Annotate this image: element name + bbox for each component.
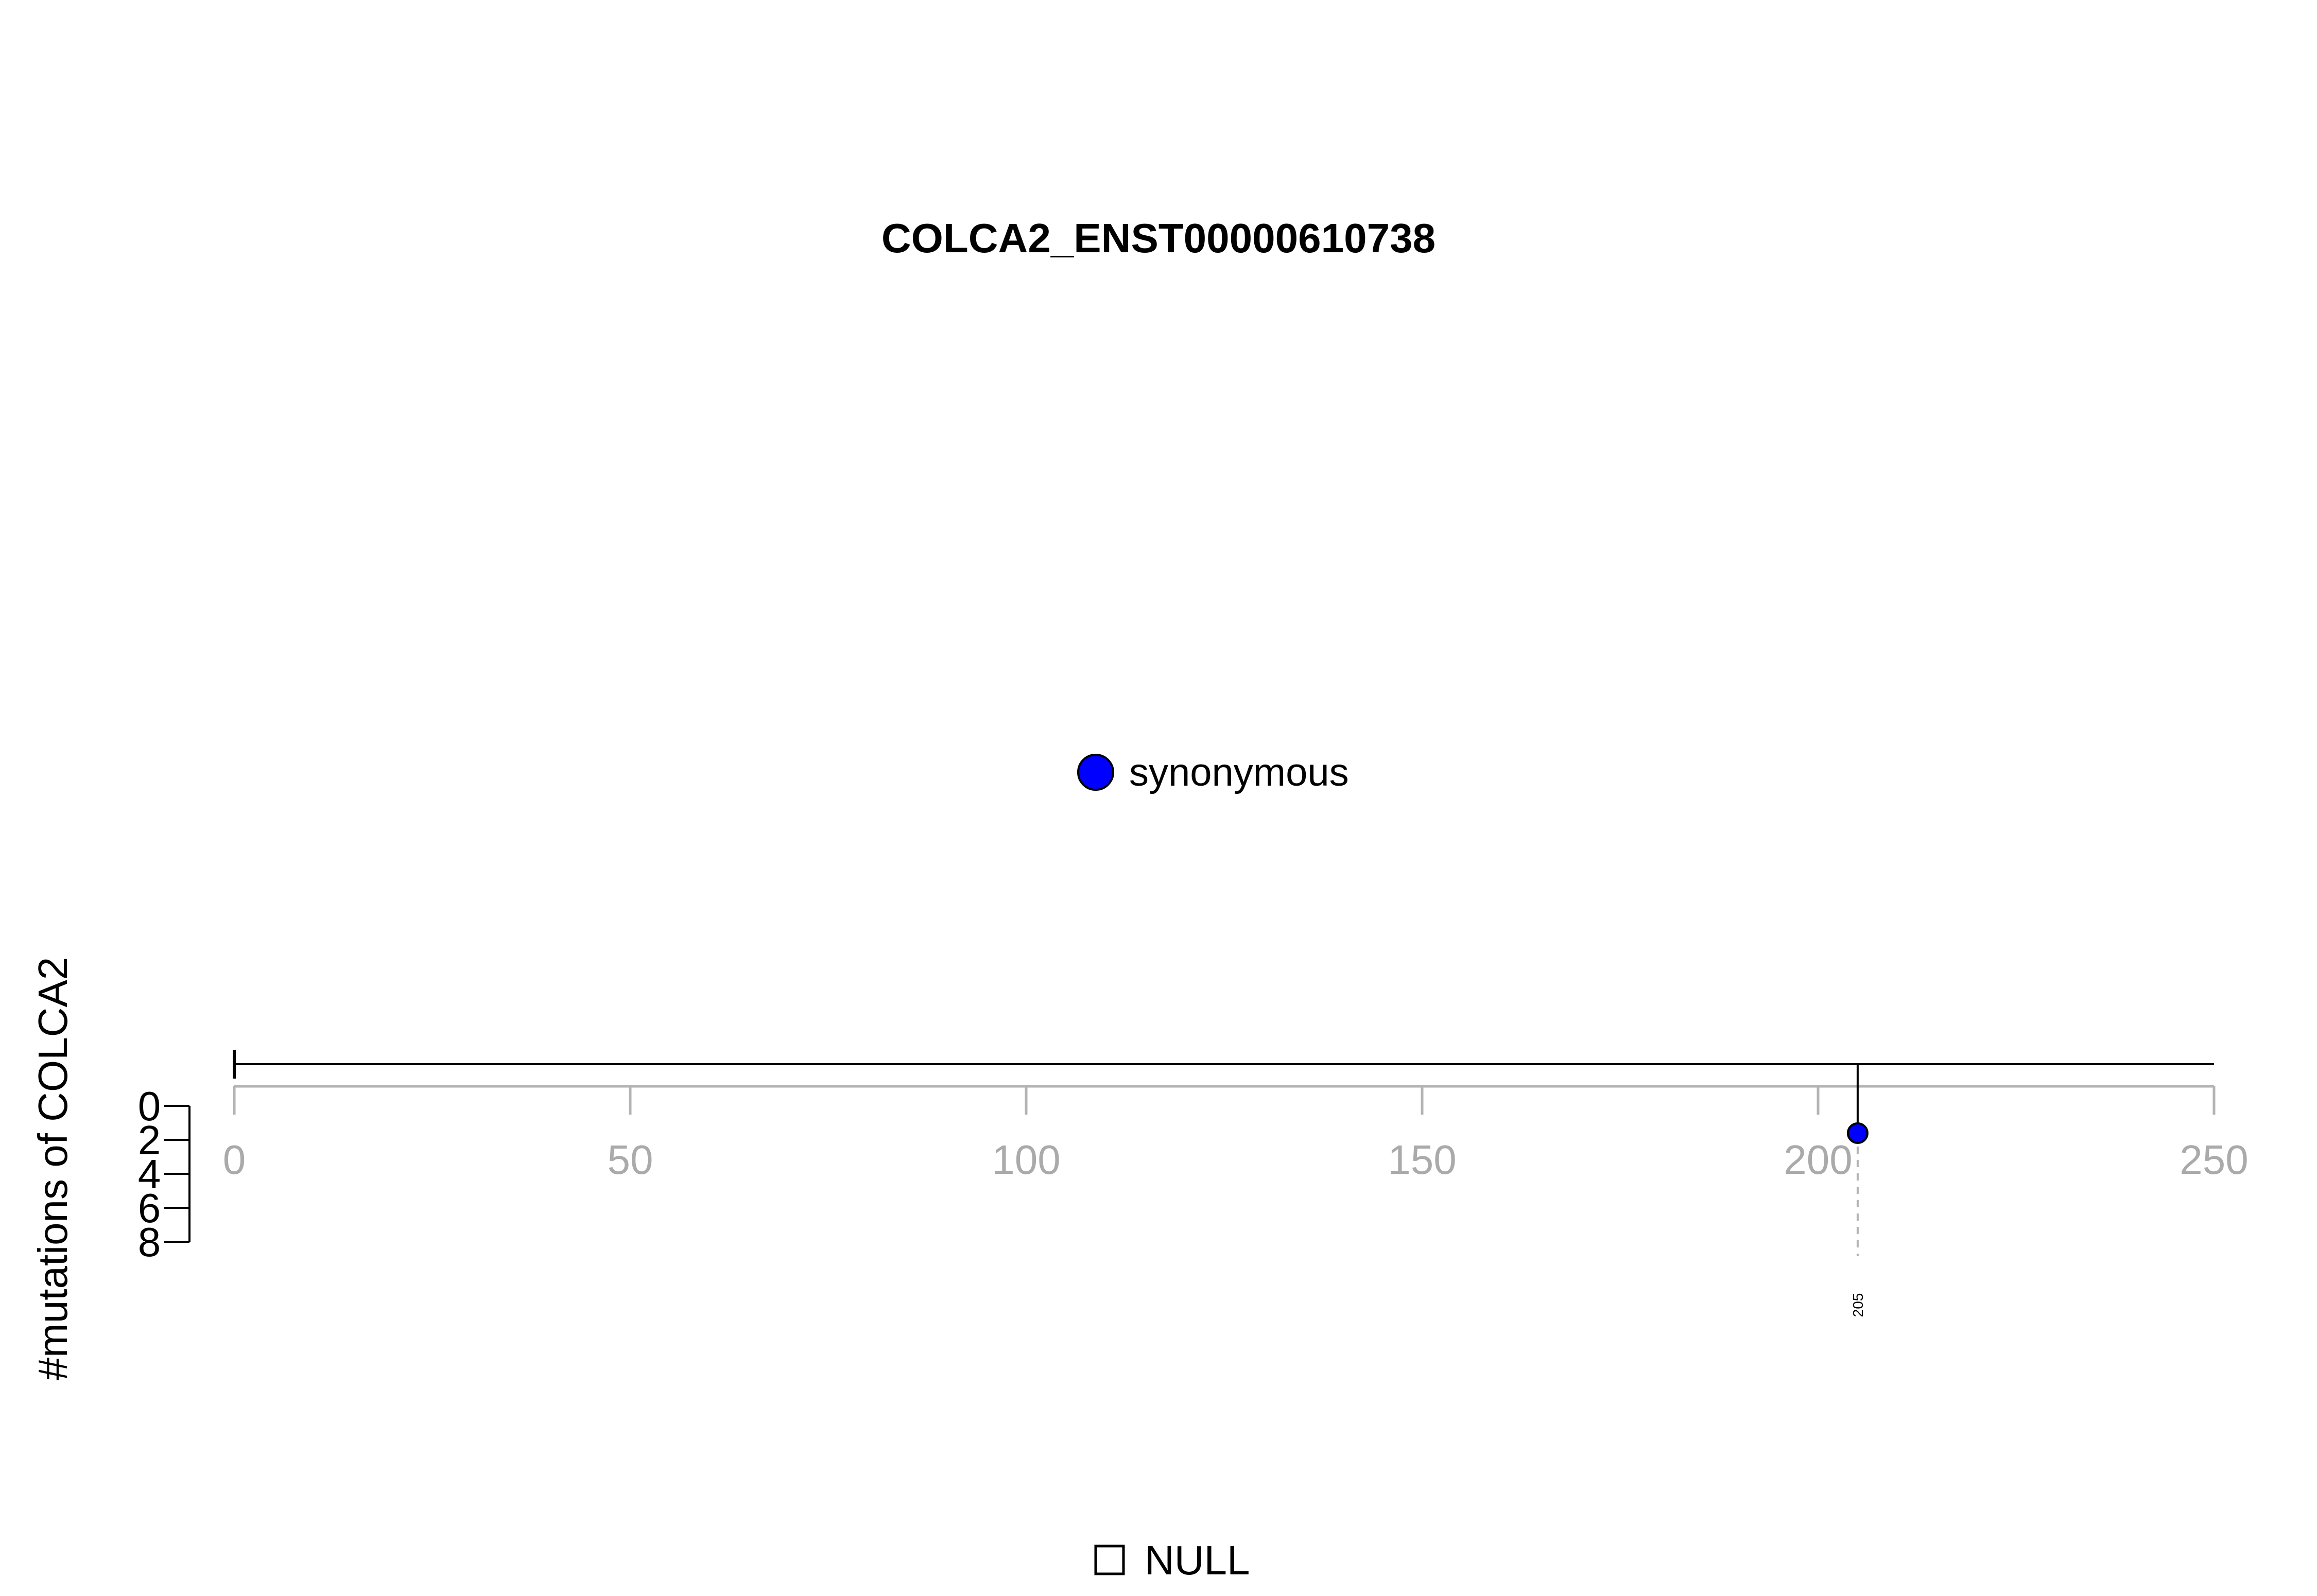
x-tick-label-50: 50 — [608, 1137, 653, 1183]
x-axis: 0 50 100 150 200 250 — [223, 1085, 2249, 1183]
mutation-lollipops: 205 — [1846, 1064, 1869, 1317]
protein-backbone — [233, 1050, 2214, 1079]
legend-label-synonymous: synonymous — [1129, 751, 1349, 794]
chart-title: COLCA2_ENST00000610738 — [881, 215, 1436, 261]
x-tick-label-0: 0 — [223, 1137, 246, 1183]
y-tick-label-4: 4 — [138, 1151, 161, 1197]
x-tick-label-100: 100 — [992, 1137, 1060, 1183]
y-tick-label-8: 8 — [138, 1219, 161, 1265]
y-tick-label-0: 0 — [138, 1083, 161, 1129]
legend-marker-synonymous — [1077, 754, 1114, 791]
domain-legend-label-null: NULL — [1145, 1537, 1250, 1583]
domain-legend-swatch-null — [1094, 1545, 1125, 1575]
y-tick-label-6: 6 — [138, 1185, 161, 1231]
domain-legend: NULL — [1094, 1537, 1250, 1583]
y-axis-title: #mutations of COLCA2 — [30, 957, 76, 1381]
lollipop-point-205 — [1846, 1122, 1869, 1144]
lollipop-label-205: 205 — [1850, 1293, 1866, 1317]
x-tick-label-200: 200 — [1784, 1137, 1852, 1183]
x-tick-label-250: 250 — [2180, 1137, 2248, 1183]
x-tick-label-150: 150 — [1388, 1137, 1456, 1183]
mutation-legend: synonymous — [1077, 751, 1349, 794]
y-tick-label-2: 2 — [138, 1117, 161, 1163]
